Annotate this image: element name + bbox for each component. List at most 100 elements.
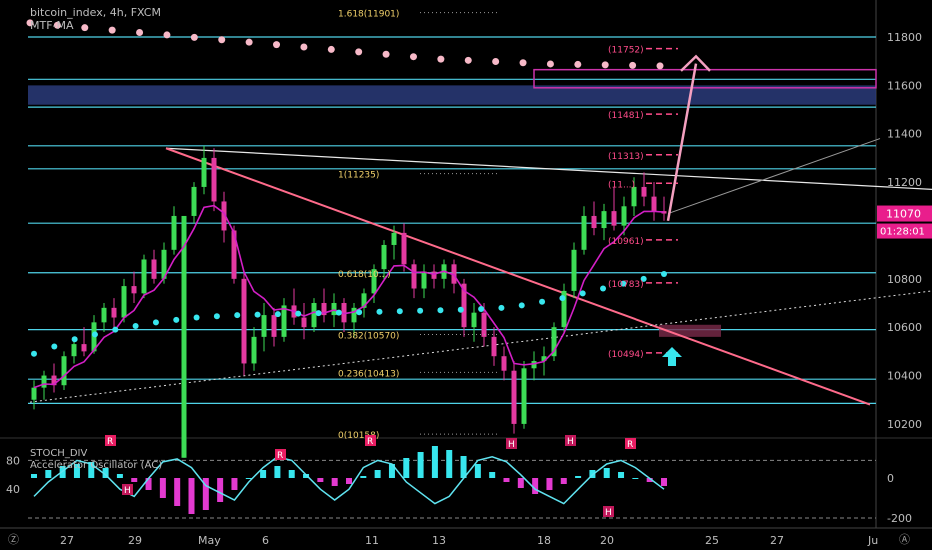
candle-body xyxy=(101,307,107,323)
ac-histogram-bar xyxy=(260,470,267,478)
cyan-ma-dot xyxy=(437,307,444,314)
pink-ma-dot xyxy=(108,26,116,34)
candle-body xyxy=(141,259,147,294)
candle-body xyxy=(321,303,327,316)
candle-body xyxy=(541,356,547,362)
pink-ma-dot xyxy=(629,61,637,69)
ac-histogram-bar xyxy=(489,472,496,478)
candle-body xyxy=(611,211,617,226)
cyan-ma-dot xyxy=(152,319,159,326)
cyan-ma-dot xyxy=(335,309,342,316)
ac-histogram-bar xyxy=(661,478,667,486)
cyan-ma-dot xyxy=(71,336,78,343)
divergence-mark-label: R xyxy=(277,451,283,461)
candle-body xyxy=(341,303,347,323)
chart-legend: bitcoin_index, 4h, FXCM MTF-MA xyxy=(30,6,161,32)
timezone-icon[interactable]: Ⓩ xyxy=(8,533,19,546)
candle-body xyxy=(631,186,637,207)
ac-histogram-bar xyxy=(618,472,625,478)
ac-histogram-bar xyxy=(188,478,195,514)
pink-ma-dot xyxy=(355,48,363,56)
divergence-mark-box xyxy=(365,435,376,446)
cyan-ma-dot xyxy=(498,304,505,311)
cyan-ma-dot xyxy=(579,290,586,297)
pink-ma-dot xyxy=(327,45,335,53)
time-tick-label: May xyxy=(198,534,221,547)
countdown-value: 01:28:01 xyxy=(880,227,925,238)
divergence-mark-label: R xyxy=(107,437,113,447)
cyan-ma-dot xyxy=(31,350,37,357)
fib-label: 1.618(11901) xyxy=(338,10,399,20)
pink-ma-dot xyxy=(464,56,472,64)
price-tick-label: 10600 xyxy=(887,321,922,334)
pink-ma-dot xyxy=(382,50,390,58)
ac-histogram-bar xyxy=(575,476,582,478)
cyan-ma-dot xyxy=(173,316,180,323)
cyan-ma-dot xyxy=(640,275,647,282)
candle-body xyxy=(651,196,657,212)
candle-body xyxy=(31,387,37,400)
candle-body xyxy=(561,290,567,328)
pink-ma-dot xyxy=(409,53,417,61)
cyan-ma-dot xyxy=(91,331,98,338)
price-tick-label: 11400 xyxy=(887,128,922,141)
pink-ma-dot xyxy=(190,33,198,41)
target-label: (11481) xyxy=(608,111,644,121)
candle-body xyxy=(551,327,557,357)
candle-body xyxy=(591,215,597,229)
candle-body xyxy=(351,307,357,323)
ac-histogram-bar xyxy=(145,478,152,490)
candle-body xyxy=(51,375,57,386)
ac-histogram-bar xyxy=(632,478,639,479)
descending-trendline xyxy=(165,147,871,406)
stoch-line xyxy=(33,455,665,505)
pink-ma-dot xyxy=(245,38,253,46)
time-tick-label: 25 xyxy=(705,534,719,547)
current-price-value: 11070 xyxy=(886,208,921,221)
price-tick-label: 11800 xyxy=(887,31,922,44)
cyan-ma-dot xyxy=(661,270,667,277)
ac-label: Accelerator Oscillator (AC) xyxy=(30,460,163,471)
ac-histogram-bar xyxy=(303,474,310,478)
ac-histogram-bar xyxy=(517,478,524,488)
candle-body xyxy=(361,293,367,308)
candle-body xyxy=(511,370,517,424)
ac-histogram-bar xyxy=(116,474,123,478)
rising-dotted-trendline xyxy=(29,290,932,403)
cyan-ma-dot xyxy=(295,310,302,317)
ac-histogram-bar xyxy=(73,464,80,478)
candle-body xyxy=(641,186,647,197)
candle-body xyxy=(661,211,667,214)
fib-label: 0.382(10570) xyxy=(338,331,399,341)
ac-histogram-bar xyxy=(202,478,209,510)
supply-zone-band xyxy=(28,85,876,105)
ac-histogram-bar xyxy=(532,478,539,494)
pink-ma-dot xyxy=(519,59,527,67)
candle-body xyxy=(301,317,307,328)
ac-histogram-bar xyxy=(388,464,395,478)
cyan-ma-dot xyxy=(254,311,261,318)
candle-body xyxy=(531,361,537,369)
ac-histogram-bar xyxy=(102,468,109,478)
ac-histogram-bar xyxy=(446,450,453,478)
candle-body xyxy=(271,315,277,337)
price-tick-label: 10200 xyxy=(887,418,922,431)
price-tick-label: 10800 xyxy=(887,273,922,286)
ac-histogram-bar xyxy=(31,474,37,478)
candle-body xyxy=(471,312,477,328)
ac-histogram-bar xyxy=(403,458,410,478)
pink-ma-dot xyxy=(218,36,226,44)
cyan-ma-dot xyxy=(559,295,566,302)
ac-histogram-bar xyxy=(503,478,510,482)
divergence-mark-box xyxy=(122,484,133,495)
ac-histogram-bar xyxy=(431,446,438,478)
stoch-label: STOCH_DIV xyxy=(30,448,88,459)
divergence-mark-label: R xyxy=(367,437,373,447)
ac-histogram-bar xyxy=(288,470,295,478)
cyan-ma-dot xyxy=(620,280,627,287)
cyan-ma-dot xyxy=(396,308,403,315)
auto-scale-icon[interactable]: Ⓐ xyxy=(899,533,910,546)
cyan-ma-dot xyxy=(213,313,220,320)
fib-label: 0(10158) xyxy=(338,431,379,441)
